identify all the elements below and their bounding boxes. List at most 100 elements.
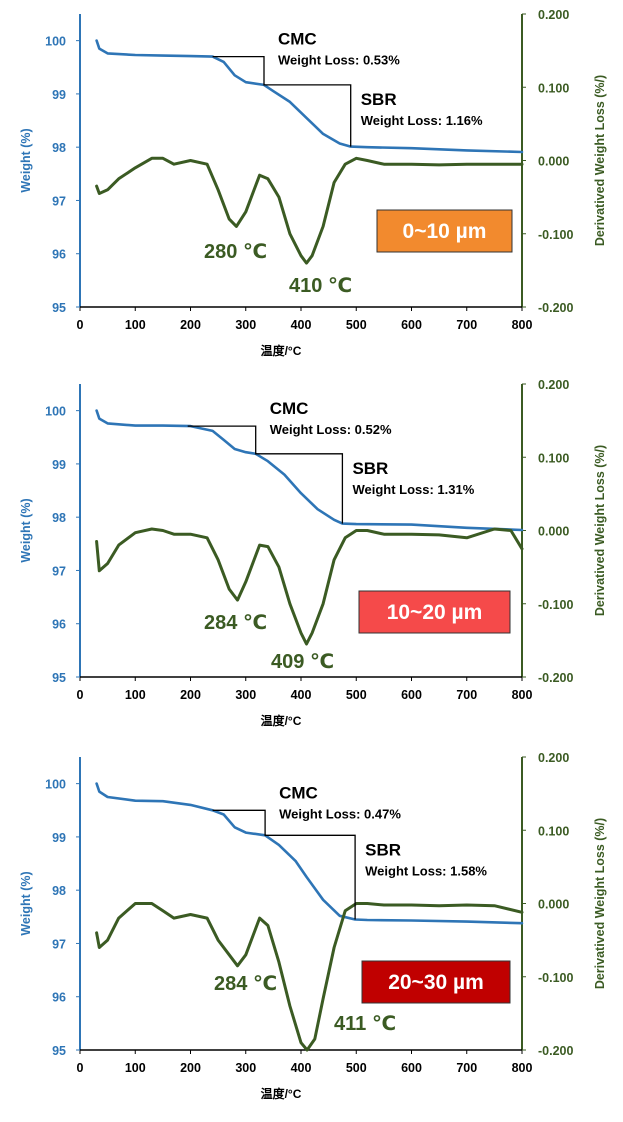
peak-label-1: 284 ℃ [204,612,267,634]
weight-curve [95,782,524,925]
size-badge [358,590,511,634]
y-left-axis-label: Weight (%) [19,128,33,192]
peak-label-2: 409 ℃ [271,651,334,673]
y-right-tick-label: -0.100 [538,598,573,612]
y-right-tick-label: 0.200 [538,751,569,765]
y-left-tick-label: 97 [52,937,66,951]
y-left-tick-label: 100 [45,405,66,419]
y-left-tick-label: 100 [45,778,66,792]
y-left-tick-label: 97 [52,194,66,208]
sbr-weight-loss: Weight Loss: 1.16% [361,113,483,128]
x-tick-label: 200 [180,1061,201,1075]
chart-panel-1: 0 100 200 300 400 500 600 700 800 95 96 97 98 99 100 -0… [19,8,607,358]
peak-label-1: 284 ℃ [214,973,277,995]
y-right-tick-label: -0.200 [538,1044,573,1058]
x-tick-label: 400 [291,1061,312,1075]
y-left-tick-label: 95 [52,301,66,315]
y-left-tick-label: 95 [52,671,66,685]
y-right-tick-label: 0.200 [538,8,569,22]
y-left-tick-label: 99 [52,831,66,845]
x-tick-label: 400 [291,318,312,332]
x-tick-label: 0 [77,1061,84,1075]
y-right-axis-label: Derivatived Weight Loss (%/) [593,818,607,989]
y-right-tick-label: 0.100 [538,824,569,838]
y-right-tick-label: -0.100 [538,228,573,242]
y-left-tick-label: 98 [52,141,66,155]
cmc-weight-loss: Weight Loss: 0.47% [279,806,401,821]
sbr-weight-loss: Weight Loss: 1.58% [365,863,487,878]
weight-loss-step-lines [187,425,344,524]
y-right-axis-label: Derivatived Weight Loss (%/) [593,75,607,246]
y-left-tick-label: 95 [52,1044,66,1058]
x-axis-label: 温度/°C [261,713,302,728]
y-left-tick-label: 99 [52,88,66,102]
y-right-tick-label: 0.200 [538,378,569,392]
y-left-tick-label: 98 [52,884,66,898]
derivative-curve [95,156,524,265]
sbr-title: SBR [365,840,401,859]
x-axis-label: 温度/°C [261,1086,302,1101]
cmc-title: CMC [270,399,309,418]
x-tick-label: 500 [346,1061,367,1075]
y-right-tick-label: -0.100 [538,971,573,985]
y-right-tick-label: -0.200 [538,671,573,685]
weight-loss-step-lines [212,809,356,920]
y-right-tick-label: -0.200 [538,301,573,315]
x-tick-label: 300 [235,688,256,702]
y-right-axis-label: Derivatived Weight Loss (%/) [593,445,607,616]
y-right-tick-label: 0.000 [538,525,569,539]
x-tick-label: 200 [180,688,201,702]
y-left-tick-label: 100 [45,35,66,49]
y-left-tick-label: 99 [52,458,66,472]
x-tick-label: 700 [456,688,477,702]
x-tick-label: 600 [401,1061,422,1075]
y-left-tick-label: 97 [52,564,66,578]
x-tick-label: 200 [180,318,201,332]
x-tick-label: 100 [125,318,146,332]
chart-panel-2: 0 100 200 300 400 500 600 700 800 95 96 97 98 99 100 -0… [19,378,607,728]
x-tick-label: 500 [346,318,367,332]
size-badge-label: 20~30 µm [388,971,484,994]
y-right-tick-label: 0.000 [538,898,569,912]
sbr-weight-loss: Weight Loss: 1.31% [352,482,474,497]
y-left-tick-label: 96 [52,618,66,632]
x-tick-label: 800 [512,318,533,332]
x-tick-label: 600 [401,688,422,702]
x-tick-label: 100 [125,1061,146,1075]
x-tick-label: 700 [456,318,477,332]
size-badge-label: 10~20 µm [387,601,483,624]
sbr-title: SBR [352,459,388,478]
peak-label-2: 411 ℃ [334,1013,396,1035]
y-left-axis-label: Weight (%) [19,871,33,935]
cmc-weight-loss: Weight Loss: 0.52% [270,422,392,437]
x-tick-label: 100 [125,688,146,702]
peak-label-2: 410 ℃ [289,275,352,297]
derivative-curve [95,902,524,1052]
x-tick-label: 300 [235,318,256,332]
x-tick-label: 300 [235,1061,256,1075]
x-tick-label: 0 [77,688,84,702]
sbr-title: SBR [361,90,397,109]
y-right-tick-label: 0.100 [538,81,569,95]
x-tick-label: 400 [291,688,312,702]
x-tick-label: 600 [401,318,422,332]
cmc-weight-loss: Weight Loss: 0.53% [278,53,400,68]
x-tick-label: 800 [512,1061,533,1075]
size-badge-label: 0~10 µm [403,220,487,243]
x-axis-label: 温度/°C [261,343,302,358]
weight-loss-step-lines [212,55,352,147]
x-tick-label: 700 [456,1061,477,1075]
y-left-tick-label: 96 [52,991,66,1005]
x-tick-label: 800 [512,688,533,702]
y-left-axis-label: Weight (%) [19,498,33,562]
size-badge [361,960,511,1004]
y-left-tick-label: 98 [52,511,66,525]
x-tick-label: 0 [77,318,84,332]
x-tick-label: 500 [346,688,367,702]
derivative-curve [95,527,524,646]
y-left-tick-label: 96 [52,248,66,262]
y-right-tick-label: 0.100 [538,451,569,465]
chart-panel-3: 0 100 200 300 400 500 600 700 800 95 96 97 98 99 100 -0… [19,751,607,1101]
